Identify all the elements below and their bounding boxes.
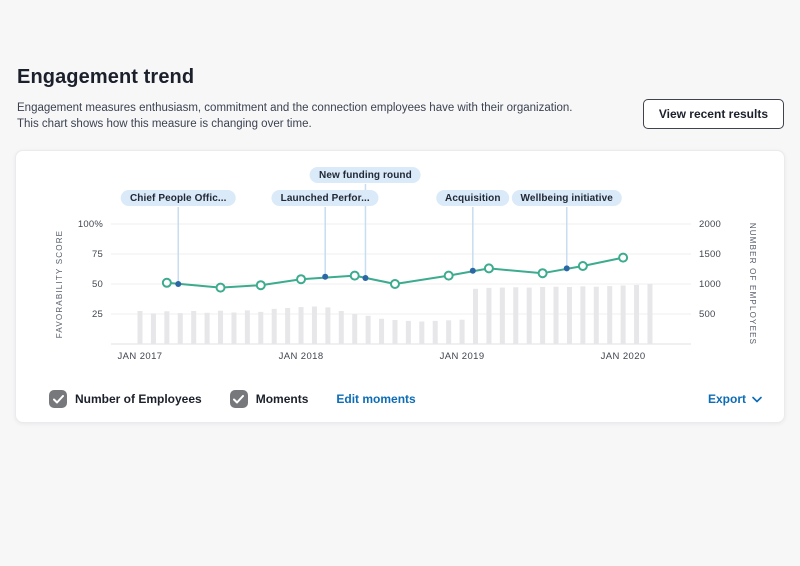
employee-bar bbox=[459, 319, 465, 344]
view-recent-results-button[interactable]: View recent results bbox=[642, 99, 784, 129]
moment-pill[interactable]: New funding round bbox=[310, 167, 421, 183]
employee-bar bbox=[352, 314, 358, 344]
employee-bar bbox=[446, 320, 452, 344]
edit-moments-link[interactable]: Edit moments bbox=[336, 392, 416, 406]
favorability-point[interactable] bbox=[443, 270, 454, 281]
export-label: Export bbox=[707, 392, 746, 406]
favorability-point[interactable] bbox=[537, 268, 548, 279]
moment-dot[interactable] bbox=[563, 265, 570, 272]
left-axis-title: FAVORABILITY SCORE bbox=[55, 230, 64, 338]
employee-bar bbox=[607, 286, 613, 344]
checkmark-icon bbox=[233, 394, 245, 403]
page-description: Engagement measures enthusiasm, commitme… bbox=[17, 100, 784, 132]
chart-controls: Number of Employees Moments Edit moments… bbox=[16, 376, 784, 422]
x-axis-tick: JAN 2020 bbox=[601, 351, 646, 362]
right-axis-title: NUMBER OF EMPLOYEES bbox=[748, 223, 757, 345]
moment-pill[interactable]: Acquisition bbox=[436, 190, 510, 206]
employee-bar bbox=[311, 306, 317, 344]
trend-chart-svg: 100% 2000 75 1500 50 1000 25 500 JAN 2017 JAN 201… bbox=[55, 184, 757, 362]
moment-dot[interactable] bbox=[469, 267, 476, 274]
page-title: Engagement trend bbox=[17, 66, 195, 88]
employee-bar bbox=[499, 287, 505, 344]
moment-dot[interactable] bbox=[322, 273, 329, 280]
employee-bar bbox=[526, 287, 532, 344]
employee-bar bbox=[325, 307, 331, 344]
moment-pill[interactable]: Chief People Offic... bbox=[120, 190, 236, 206]
moment-dot[interactable] bbox=[362, 275, 369, 281]
right-axis-tick: 1500 bbox=[699, 249, 721, 260]
employee-bar bbox=[419, 321, 425, 344]
employee-bar bbox=[405, 320, 411, 344]
employee-bar bbox=[191, 311, 197, 344]
favorability-point[interactable] bbox=[161, 277, 172, 288]
export-dropdown[interactable]: Export bbox=[708, 392, 762, 406]
employee-bar bbox=[244, 310, 250, 344]
employee-bar bbox=[365, 315, 371, 344]
x-axis-tick: JAN 2019 bbox=[440, 351, 485, 362]
chart-area: 100% 2000 75 1500 50 1000 25 500 JAN 2017 JAN 201… bbox=[16, 151, 784, 376]
employee-bar bbox=[271, 308, 277, 344]
x-axis-tick: JAN 2018 bbox=[279, 351, 324, 362]
employee-bar bbox=[298, 307, 304, 344]
employee-bar bbox=[593, 286, 599, 344]
favorability-point[interactable] bbox=[255, 280, 266, 291]
employee-bar bbox=[338, 311, 344, 344]
employee-bar bbox=[553, 286, 559, 344]
chevron-down-icon bbox=[752, 396, 762, 403]
employee-bar bbox=[285, 308, 291, 344]
favorability-point[interactable] bbox=[389, 279, 400, 289]
page-header: Engagement trend Engagement measures ent… bbox=[17, 66, 784, 132]
favorability-point[interactable] bbox=[483, 263, 494, 274]
favorability-point[interactable] bbox=[215, 282, 226, 293]
employee-bar bbox=[204, 312, 210, 344]
employee-bar bbox=[137, 311, 143, 344]
employee-bar bbox=[486, 287, 492, 344]
left-axis-tick: 50 bbox=[92, 279, 103, 290]
employee-bar bbox=[150, 313, 156, 344]
left-axis-tick: 25 bbox=[92, 309, 103, 320]
right-axis-tick: 1000 bbox=[699, 279, 721, 290]
moments-checkbox-label: Moments bbox=[255, 392, 309, 406]
engagement-trend-card: 100% 2000 75 1500 50 1000 25 500 JAN 2017 JAN 201… bbox=[15, 150, 785, 423]
right-axis-tick: 2000 bbox=[699, 219, 721, 230]
employees-checkbox-group[interactable]: Number of Employees bbox=[49, 390, 202, 408]
moments-checkbox-group[interactable]: Moments bbox=[229, 390, 309, 408]
favorability-point[interactable] bbox=[577, 261, 588, 271]
moment-dot[interactable] bbox=[175, 281, 182, 287]
employee-bar bbox=[258, 311, 264, 344]
employee-bar bbox=[580, 286, 586, 344]
moment-pill[interactable]: Launched Perfor... bbox=[271, 190, 379, 206]
employee-bar bbox=[473, 288, 478, 344]
left-axis-tick: 100% bbox=[78, 219, 103, 230]
employee-bar bbox=[379, 318, 385, 344]
left-axis-tick: 75 bbox=[92, 249, 103, 260]
favorability-point[interactable] bbox=[349, 270, 360, 281]
employee-bar bbox=[432, 320, 438, 344]
description-line-2: This chart shows how this measure is cha… bbox=[17, 118, 312, 130]
favorability-point[interactable] bbox=[296, 274, 307, 285]
employee-bar bbox=[620, 285, 626, 344]
employee-bar bbox=[513, 287, 519, 344]
favorability-point[interactable] bbox=[618, 252, 629, 263]
employee-bar bbox=[392, 320, 398, 344]
employee-bar bbox=[218, 310, 224, 344]
employee-bar bbox=[231, 312, 237, 344]
employees-checkbox-label: Number of Employees bbox=[75, 392, 202, 406]
moment-pill[interactable]: Wellbeing initiative bbox=[511, 190, 622, 206]
employees-checkbox[interactable] bbox=[49, 390, 67, 408]
employee-bar bbox=[566, 287, 572, 344]
employee-bar bbox=[647, 284, 653, 344]
employee-bar bbox=[634, 284, 640, 344]
description-line-1: Engagement measures enthusiasm, commitme… bbox=[17, 102, 573, 114]
employee-bar bbox=[164, 311, 170, 344]
employee-bar bbox=[177, 313, 183, 344]
x-axis-tick: JAN 2017 bbox=[118, 351, 163, 362]
moments-checkbox[interactable] bbox=[229, 390, 248, 408]
right-axis-tick: 500 bbox=[699, 309, 715, 320]
checkmark-icon bbox=[52, 394, 64, 403]
employee-bar bbox=[540, 287, 546, 344]
